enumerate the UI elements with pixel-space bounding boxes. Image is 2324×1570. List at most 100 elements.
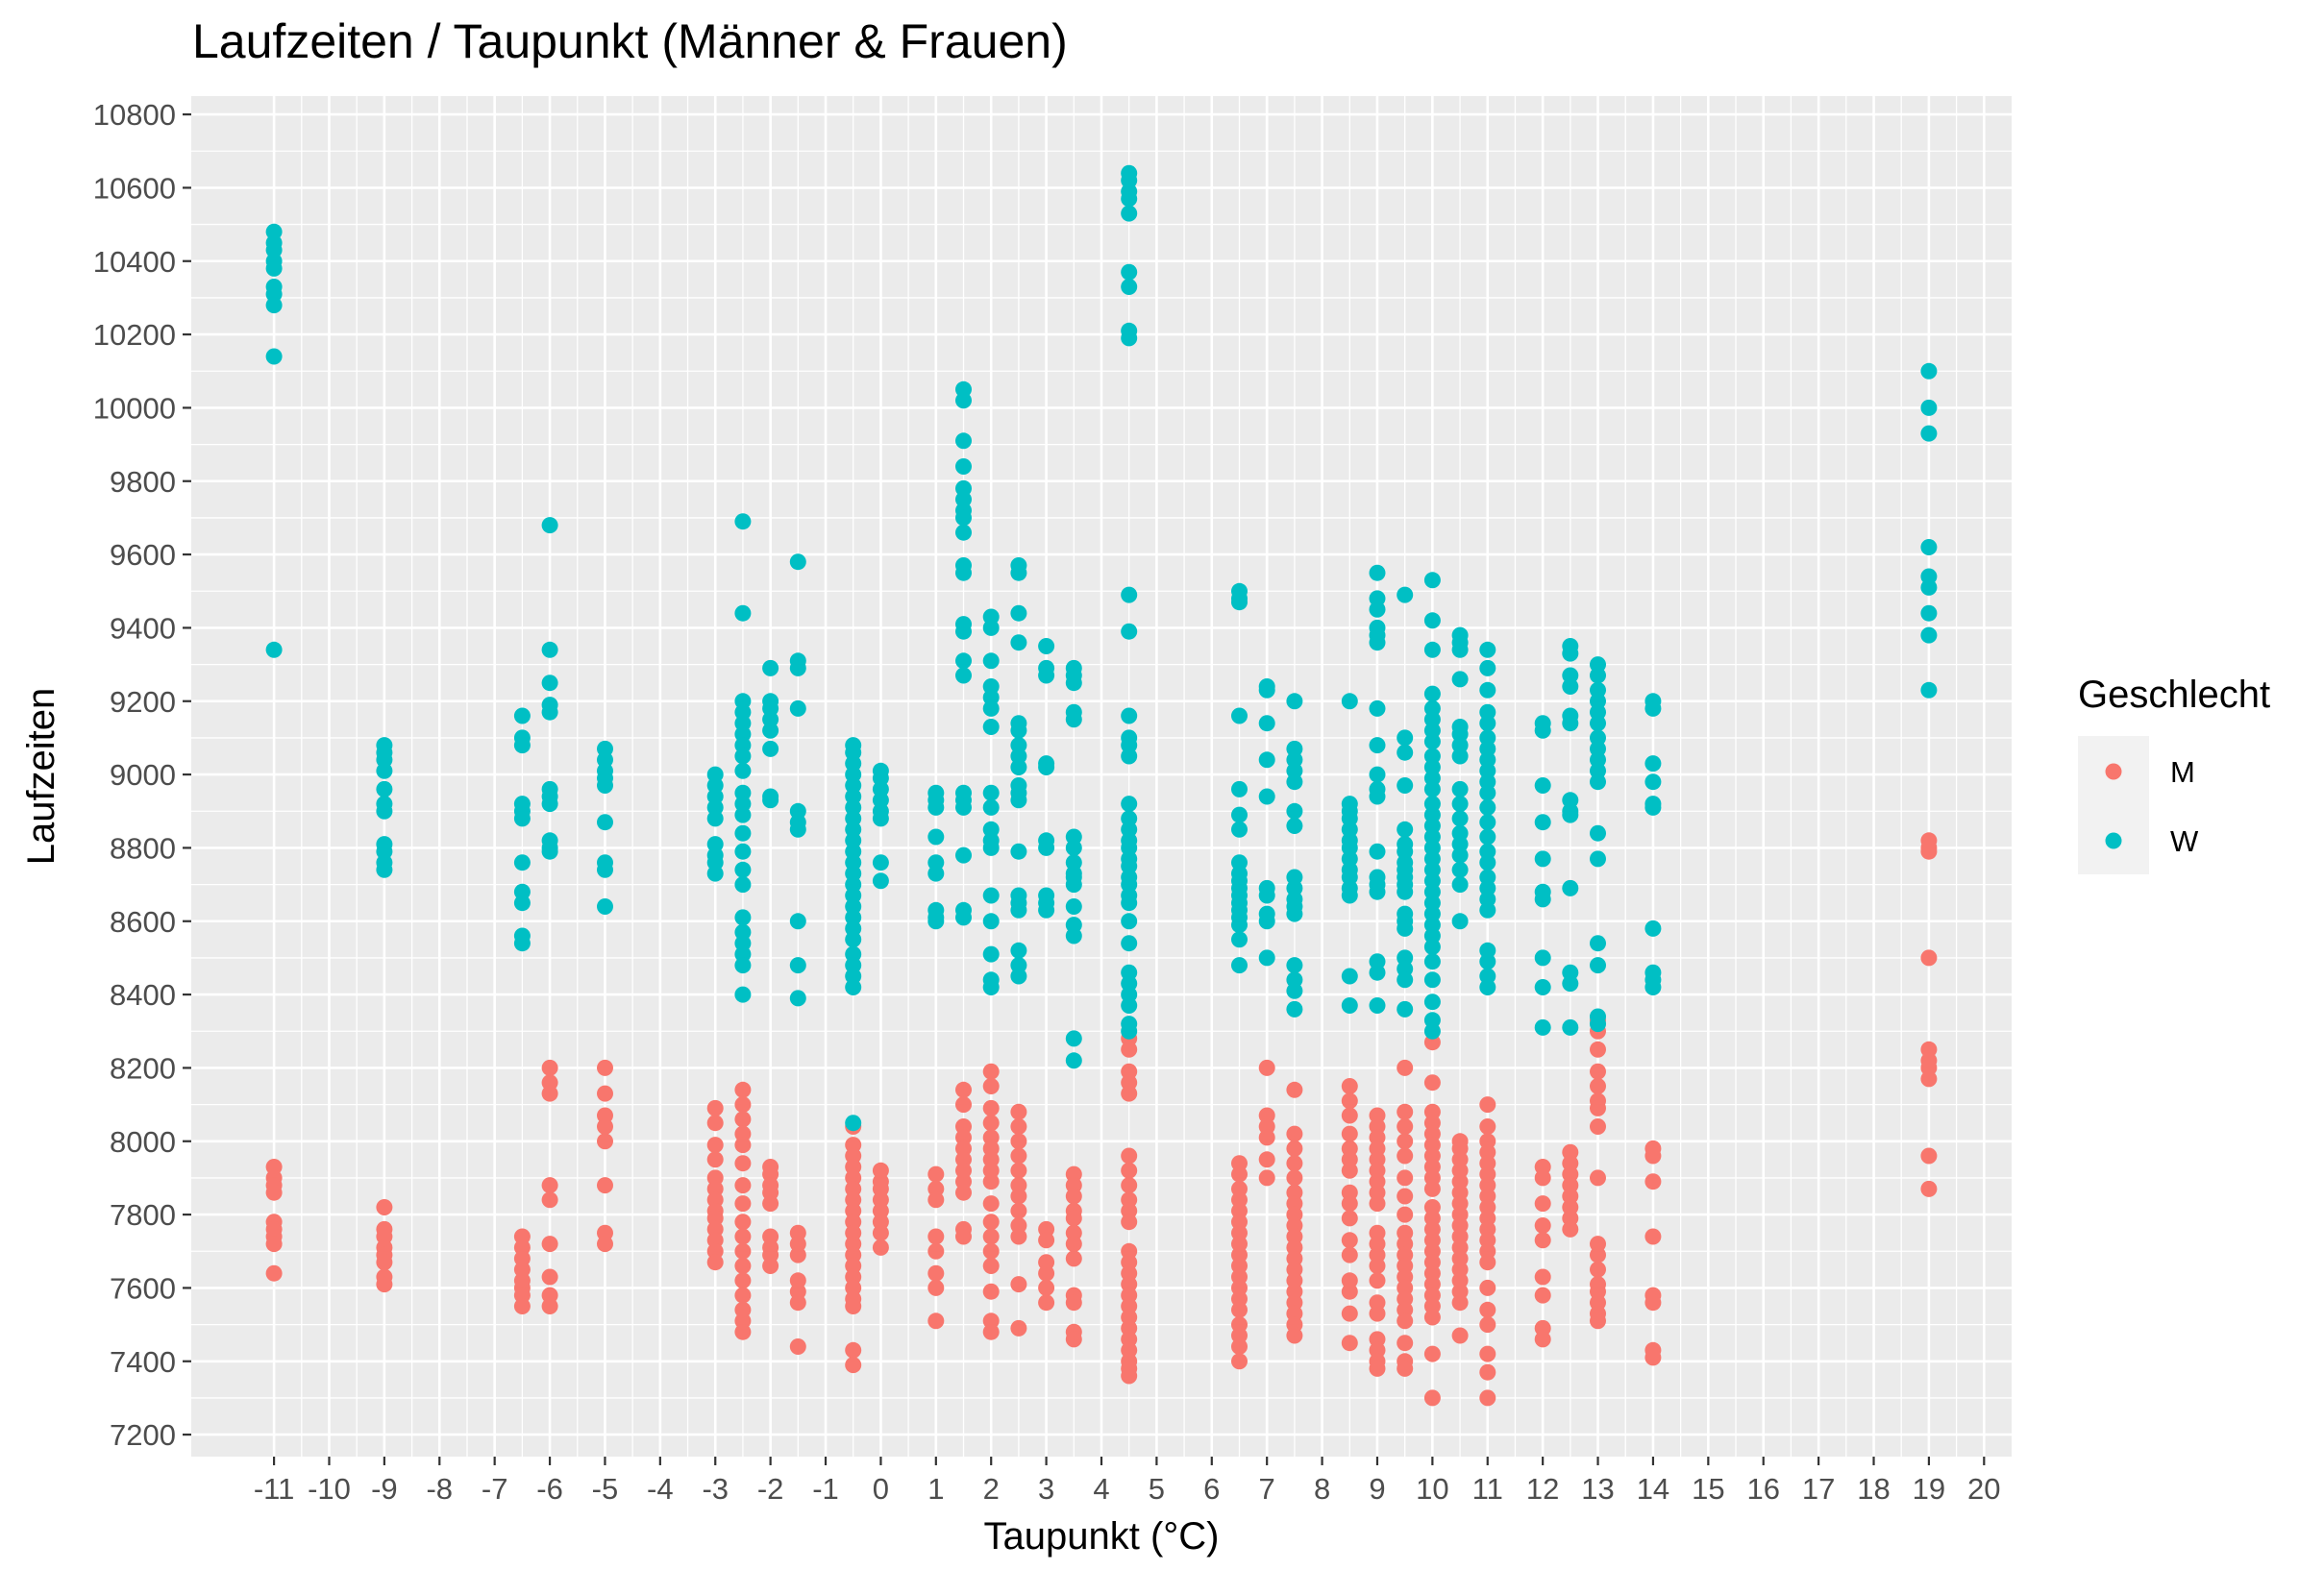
point-m <box>734 1137 752 1154</box>
point-m <box>982 1099 1000 1116</box>
point-w <box>1590 850 1606 868</box>
point-m <box>1920 1070 1938 1088</box>
point-m <box>265 1184 283 1201</box>
point-w <box>1590 824 1606 842</box>
point-w <box>1644 773 1662 791</box>
point-w <box>706 865 724 882</box>
point-m <box>927 1312 945 1330</box>
point-m <box>734 1258 752 1274</box>
point-w <box>1038 759 1055 775</box>
point-m <box>734 1177 752 1194</box>
point-m <box>1590 1099 1606 1116</box>
point-w <box>1534 814 1551 831</box>
point-w <box>1121 895 1138 912</box>
point-w <box>1423 733 1441 750</box>
point-w <box>1534 777 1551 794</box>
point-m <box>1479 1389 1496 1407</box>
point-w <box>982 784 1000 801</box>
point-w <box>1562 879 1579 896</box>
data-points <box>265 164 1938 1407</box>
x-tick-label: 3 <box>1038 1472 1054 1506</box>
point-m <box>982 1115 1000 1132</box>
point-m <box>845 1341 862 1359</box>
x-tick-label: 20 <box>1967 1472 2000 1506</box>
point-m <box>955 1184 972 1201</box>
point-w <box>1562 715 1579 732</box>
point-m <box>1286 1140 1303 1157</box>
point-m <box>1286 1155 1303 1172</box>
point-m <box>1479 1301 1496 1318</box>
point-w <box>1121 190 1138 208</box>
point-m <box>1479 1316 1496 1334</box>
point-m <box>1341 1195 1358 1213</box>
point-w <box>265 297 283 314</box>
point-m <box>1258 1059 1275 1076</box>
point-w <box>1038 839 1055 856</box>
point-m <box>1423 1345 1441 1362</box>
point-m <box>376 1254 393 1271</box>
point-w <box>1010 722 1027 739</box>
point-w <box>845 1115 862 1132</box>
point-m <box>1341 1210 1358 1227</box>
point-w <box>265 259 283 277</box>
point-m <box>1479 1118 1496 1135</box>
point-m <box>706 1254 724 1271</box>
point-w <box>376 802 393 820</box>
x-tick-label: 6 <box>1203 1472 1220 1506</box>
point-w <box>1065 711 1082 728</box>
point-m <box>597 1118 613 1135</box>
point-m <box>1590 1246 1606 1263</box>
point-m <box>927 1165 945 1183</box>
point-w <box>1121 935 1138 952</box>
point-w <box>597 898 613 915</box>
point-w <box>1397 971 1414 989</box>
point-m <box>1534 1232 1551 1249</box>
point-m <box>1010 1103 1027 1120</box>
point-w <box>1479 715 1496 732</box>
point-m <box>541 1268 558 1286</box>
point-m <box>872 1239 889 1256</box>
x-tick-label: 17 <box>1802 1472 1835 1506</box>
point-m <box>376 1276 393 1293</box>
point-w <box>1423 953 1441 970</box>
point-w <box>734 861 752 878</box>
point-m <box>1010 1276 1027 1293</box>
point-w <box>1010 968 1027 985</box>
point-w <box>1121 707 1138 724</box>
point-m <box>706 1115 724 1132</box>
x-tick-label: 14 <box>1637 1472 1669 1506</box>
point-w <box>1397 777 1414 794</box>
point-m <box>982 1063 1000 1080</box>
point-w <box>762 722 779 739</box>
point-w <box>1010 843 1027 860</box>
point-w <box>597 861 613 878</box>
point-w <box>982 887 1000 904</box>
point-m <box>1644 1294 1662 1312</box>
point-m <box>927 1191 945 1209</box>
point-w <box>1479 681 1496 699</box>
point-m <box>1010 1202 1027 1219</box>
point-w <box>1010 759 1027 775</box>
point-w <box>1121 913 1138 930</box>
point-w <box>1065 927 1082 944</box>
point-w <box>1369 843 1386 860</box>
point-m <box>927 1264 945 1282</box>
legend-key-w <box>2105 832 2122 849</box>
point-m <box>734 1195 752 1213</box>
point-w <box>1534 850 1551 868</box>
point-w <box>762 740 779 757</box>
point-w <box>1121 586 1138 603</box>
point-m <box>789 1294 806 1312</box>
point-w <box>734 748 752 765</box>
point-w <box>265 348 283 365</box>
point-w <box>1121 263 1138 281</box>
point-m <box>1369 1305 1386 1322</box>
point-w <box>1562 678 1579 695</box>
point-m <box>1479 1345 1496 1362</box>
point-m <box>1534 1195 1551 1213</box>
point-m <box>1590 1063 1606 1080</box>
point-m <box>1562 1220 1579 1238</box>
point-w <box>1231 931 1248 948</box>
x-tick-label: 1 <box>927 1472 944 1506</box>
